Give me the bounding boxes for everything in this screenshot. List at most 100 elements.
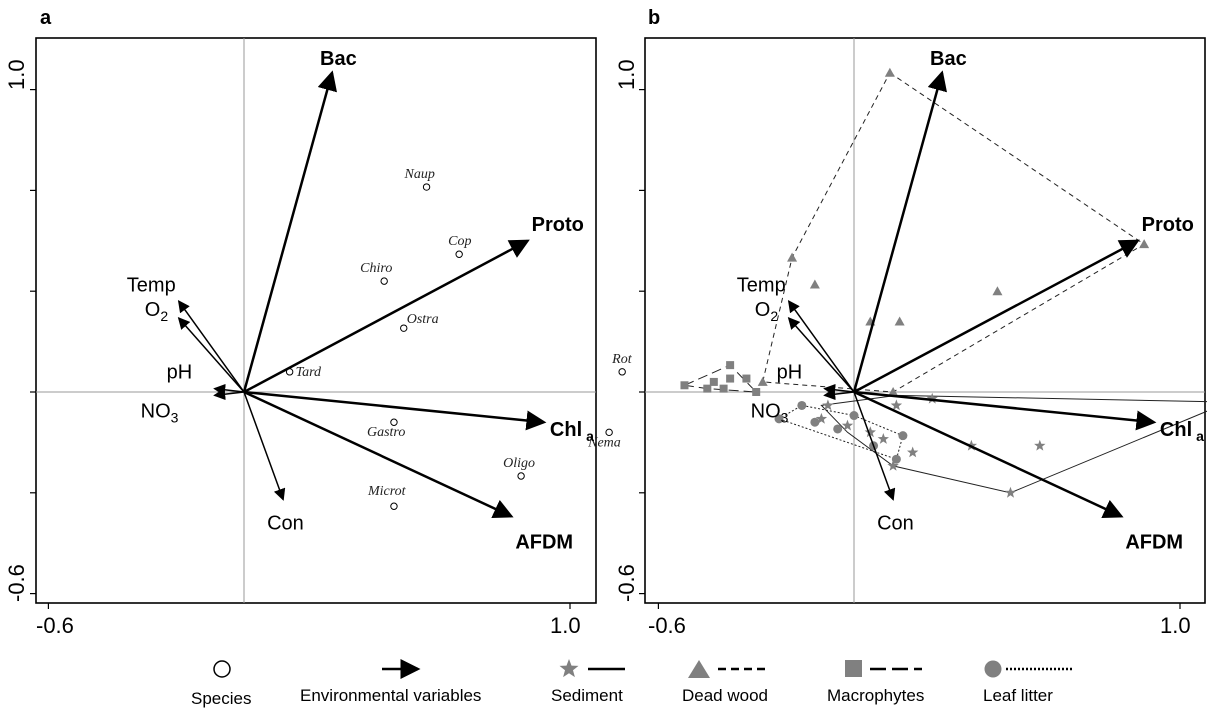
panel-b-y-min-label: -0.6 bbox=[614, 564, 639, 602]
panel-b-frame bbox=[644, 37, 1206, 604]
env-arrow-temp bbox=[177, 300, 245, 393]
sample-point-dead-wood bbox=[1139, 239, 1150, 249]
env-arrow-chl bbox=[243, 390, 547, 431]
env-arrow-con bbox=[853, 391, 896, 501]
sample-point-macrophytes bbox=[680, 381, 689, 390]
panel-a-y-max-label: 1.0 bbox=[4, 59, 29, 90]
sample-point-dead-wood bbox=[884, 67, 895, 77]
legend-star-symbol bbox=[559, 659, 579, 678]
env-label-afdm: AFDM bbox=[515, 531, 573, 553]
species-point-ostra bbox=[400, 324, 408, 332]
env-label-proto: Proto bbox=[532, 214, 584, 236]
panel-a-zero-lines bbox=[36, 38, 596, 603]
species-point-cop bbox=[455, 250, 463, 258]
panel-a-y-min-label: -0.6 bbox=[4, 564, 29, 602]
env-label-no: NO3 bbox=[141, 400, 179, 425]
env-arrow-o bbox=[177, 316, 245, 393]
sample-point-dead-wood bbox=[787, 252, 798, 262]
species-label-tard: Tard bbox=[296, 365, 322, 380]
hull-dead-wood bbox=[762, 72, 1146, 393]
env-label-proto: Proto bbox=[1142, 214, 1194, 236]
species-label-cop: Cop bbox=[448, 234, 471, 249]
sample-point-macrophytes bbox=[719, 384, 728, 393]
species-label-rot: Rot bbox=[611, 352, 633, 367]
legend-macrophytes-label: Macrophytes bbox=[827, 686, 924, 705]
sample-point-sediment bbox=[822, 399, 834, 411]
panel-a-x-max-label: 1.0 bbox=[550, 613, 581, 638]
species-label-gastro: Gastro bbox=[367, 425, 405, 440]
sample-point-macrophytes bbox=[742, 374, 751, 383]
legend-circle-symbol bbox=[984, 660, 1002, 678]
sample-point-leaf-litter bbox=[849, 411, 859, 421]
panel-a-frame bbox=[35, 37, 597, 604]
sample-point-sediment bbox=[815, 412, 828, 424]
sample-point-leaf-litter bbox=[833, 424, 843, 434]
sample-point-leaf-litter bbox=[797, 400, 807, 410]
sample-point-leaf-litter bbox=[774, 414, 784, 424]
panel-letter-b: b bbox=[648, 7, 660, 29]
sample-point-dead-wood bbox=[757, 376, 768, 386]
panel-b-zero-lines bbox=[645, 38, 1205, 603]
panel-b-ticks bbox=[639, 88, 1181, 609]
legend-triangle-symbol bbox=[688, 660, 710, 678]
sample-point-sediment bbox=[965, 439, 978, 451]
panel-a-x-min-label: -0.6 bbox=[36, 613, 74, 638]
legend-leaflitter-label: Leaf litter bbox=[983, 686, 1053, 705]
env-label-temp: Temp bbox=[737, 274, 786, 296]
env-label-bac: Bac bbox=[930, 48, 967, 70]
env-arrow-no bbox=[823, 388, 855, 401]
sample-point-dead-wood bbox=[809, 279, 820, 289]
sample-point-macrophytes bbox=[752, 388, 761, 396]
species-label-microt: Microt bbox=[367, 484, 407, 499]
legend-item-species: Species bbox=[191, 660, 251, 708]
sample-point-sediment bbox=[1004, 486, 1017, 498]
species-label-chiro: Chiro bbox=[360, 261, 392, 276]
env-label-bac: Bac bbox=[320, 48, 357, 70]
sample-point-macrophytes bbox=[709, 377, 718, 386]
species-label-nema: Nema bbox=[587, 435, 621, 450]
sample-point-dead-wood bbox=[894, 316, 905, 326]
sample-point-sediment bbox=[907, 446, 919, 458]
panel-b: b -0.6 1.0 1.0 -0.6 Bac Proto Chl a AFDM Temp… bbox=[614, 7, 1207, 638]
env-label-temp: Temp bbox=[127, 274, 176, 296]
env-label-chl: Chl a bbox=[550, 419, 594, 444]
env-arrow-bac bbox=[852, 70, 948, 393]
legend-species-symbol bbox=[213, 660, 231, 678]
species-label-oligo: Oligo bbox=[503, 456, 535, 471]
legend-item-sediment: Sediment bbox=[551, 659, 625, 705]
env-arrow-afdm bbox=[853, 390, 1124, 519]
legend-sediment-label: Sediment bbox=[551, 686, 623, 705]
sample-point-sediment bbox=[887, 459, 899, 471]
env-label-ph: pH bbox=[777, 362, 803, 384]
species-label-ostra: Ostra bbox=[407, 312, 439, 327]
legend-star-shape bbox=[559, 659, 579, 678]
sample-point-leaf-litter bbox=[891, 454, 901, 464]
species-point-gastro bbox=[390, 418, 398, 426]
env-label-no: NO3 bbox=[751, 400, 789, 425]
sample-point-sediment bbox=[926, 392, 938, 404]
species-point-chiro bbox=[380, 277, 388, 285]
env-label-ph: pH bbox=[167, 362, 193, 384]
env-arrow-o bbox=[787, 316, 855, 393]
env-arrow-proto bbox=[853, 239, 1140, 394]
env-arrow-afdm bbox=[243, 390, 514, 519]
env-arrow-bac bbox=[242, 70, 338, 393]
env-arrow-chl bbox=[853, 390, 1157, 431]
env-label-con: Con bbox=[267, 513, 304, 535]
sample-point-sediment bbox=[841, 419, 854, 431]
env-label-o: O2 bbox=[145, 299, 169, 324]
sample-point-leaf-litter bbox=[810, 417, 820, 427]
species-point-microt bbox=[390, 502, 398, 510]
sample-point-dead-wood bbox=[992, 286, 1003, 296]
env-label-afdm: AFDM bbox=[1125, 531, 1183, 553]
legend-item-leaflitter: Leaf litter bbox=[983, 660, 1073, 705]
env-label-con: Con bbox=[877, 513, 914, 535]
panel-a-plot: Naup Cop Chiro Ostra Tard Rot Gastro Nema Oligo M… bbox=[127, 48, 633, 554]
legend-item-deadwood: Dead wood bbox=[682, 660, 768, 705]
env-arrow-proto bbox=[243, 239, 530, 394]
species-point-nema bbox=[605, 428, 613, 437]
hull-sediment bbox=[820, 394, 1207, 494]
panel-b-plot: Bac Proto Chl a AFDM Temp O2 pH NO3 Con bbox=[680, 48, 1207, 553]
sample-point-sediment bbox=[890, 399, 903, 411]
